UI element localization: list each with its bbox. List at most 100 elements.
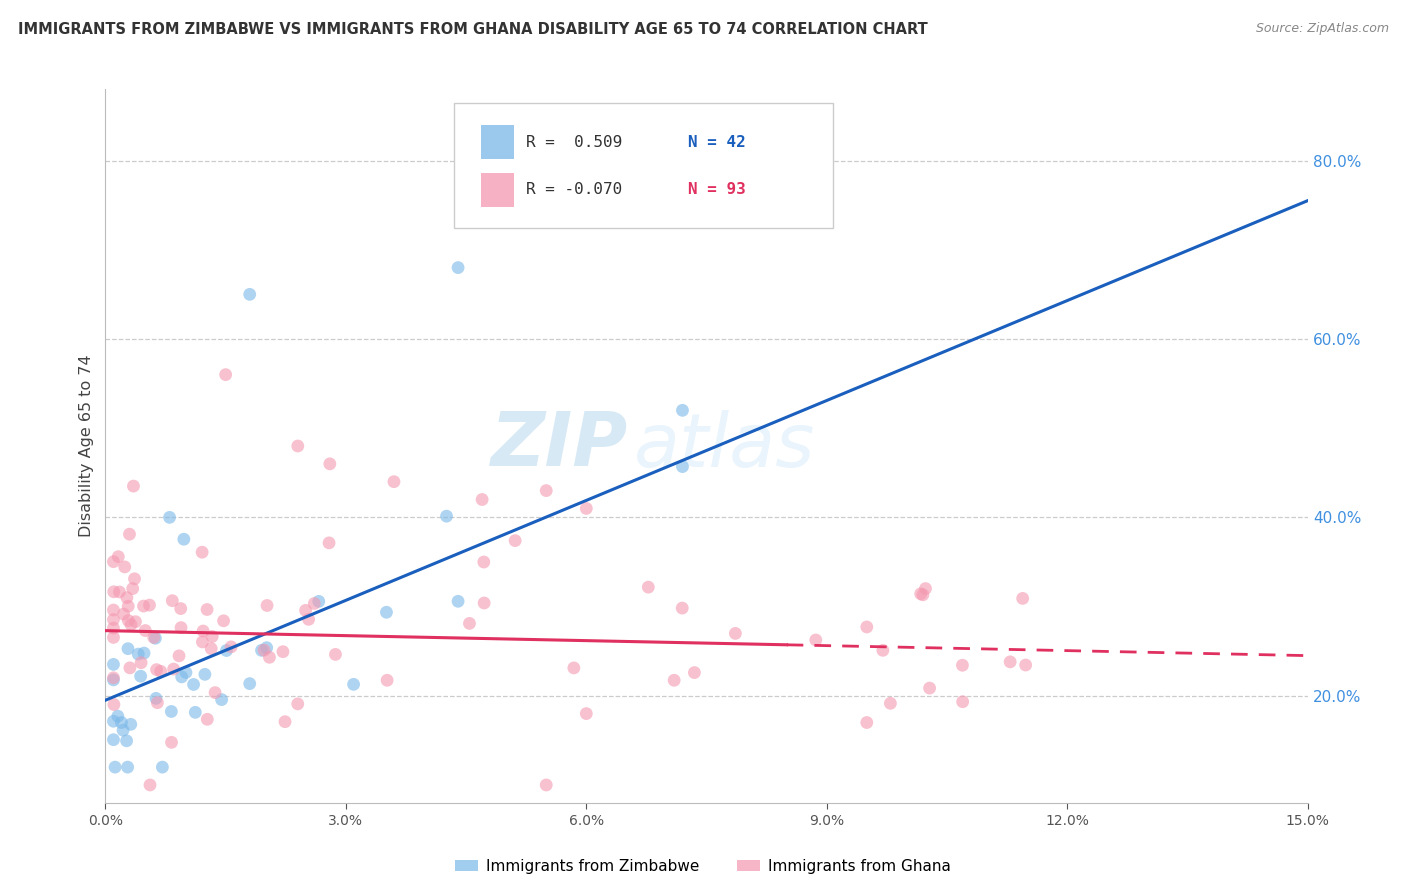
Point	[108, 585, 131, 599]
Point	[911, 588, 934, 602]
Point	[447, 594, 470, 608]
Point	[287, 439, 309, 453]
Point	[132, 599, 155, 613]
Point	[200, 641, 222, 656]
Point	[458, 616, 481, 631]
Bar	[481, 125, 515, 159]
Point	[160, 705, 183, 719]
Point	[103, 621, 125, 635]
Point	[129, 656, 152, 670]
Point	[170, 601, 193, 615]
Point	[103, 671, 125, 685]
Point	[375, 605, 398, 619]
Point	[117, 760, 139, 774]
Point	[103, 631, 125, 645]
Point	[170, 670, 193, 684]
Point	[952, 695, 974, 709]
Point	[162, 593, 184, 607]
Point	[103, 657, 125, 672]
Point	[683, 665, 706, 680]
Point	[122, 479, 145, 493]
Text: R =  0.509: R = 0.509	[526, 135, 623, 150]
Point	[914, 582, 936, 596]
Point	[103, 714, 125, 729]
Point	[319, 457, 342, 471]
Point	[436, 509, 458, 524]
Point	[114, 560, 136, 574]
Point	[318, 536, 340, 550]
Point	[215, 643, 238, 657]
Point	[110, 715, 132, 730]
Text: N = 93: N = 93	[689, 182, 747, 197]
Point	[872, 643, 894, 657]
Point	[298, 612, 321, 626]
Point	[724, 626, 747, 640]
Point	[138, 598, 160, 612]
Point	[103, 613, 125, 627]
Point	[575, 501, 598, 516]
Point	[139, 778, 162, 792]
Legend: Immigrants from Zimbabwe, Immigrants from Ghana: Immigrants from Zimbabwe, Immigrants fro…	[449, 853, 957, 880]
Point	[271, 645, 294, 659]
Bar	[481, 173, 515, 207]
Point	[145, 691, 167, 706]
Point	[149, 665, 172, 679]
Point	[637, 580, 659, 594]
Text: Source: ZipAtlas.com: Source: ZipAtlas.com	[1256, 22, 1389, 36]
Point	[562, 661, 585, 675]
Point	[107, 709, 129, 723]
Point	[167, 648, 190, 663]
Point	[115, 733, 138, 747]
Text: N = 42: N = 42	[689, 135, 747, 150]
Point	[118, 661, 141, 675]
Text: ZIP: ZIP	[491, 409, 628, 483]
Point	[274, 714, 297, 729]
Point	[671, 459, 693, 474]
Point	[124, 572, 146, 586]
Point	[382, 475, 405, 489]
Point	[879, 696, 901, 710]
Point	[204, 685, 226, 699]
Point	[211, 692, 233, 706]
Point	[910, 587, 932, 601]
Point	[115, 591, 138, 605]
Point	[342, 677, 364, 691]
Point	[117, 599, 139, 614]
Point	[804, 632, 827, 647]
Point	[127, 647, 149, 661]
Point	[120, 717, 142, 731]
Point	[294, 603, 316, 617]
Point	[103, 603, 125, 617]
Point	[239, 676, 262, 690]
Point	[145, 632, 167, 646]
Point	[201, 630, 224, 644]
Point	[191, 635, 214, 649]
Point	[253, 643, 276, 657]
Point	[129, 669, 152, 683]
Point	[159, 510, 181, 524]
Point	[112, 607, 135, 621]
Text: atlas: atlas	[634, 410, 815, 482]
Point	[219, 640, 242, 654]
Point	[575, 706, 598, 721]
Point	[308, 594, 330, 608]
Point	[191, 545, 214, 559]
Point	[304, 597, 326, 611]
Point	[142, 631, 165, 645]
Point	[103, 555, 125, 569]
Point	[120, 617, 142, 632]
Point	[503, 533, 526, 548]
Point	[534, 778, 557, 792]
Point	[146, 696, 169, 710]
Point	[195, 602, 218, 616]
Point	[472, 555, 495, 569]
Point	[194, 667, 217, 681]
Point	[952, 658, 974, 673]
Point	[121, 582, 143, 596]
Point	[191, 624, 214, 638]
Point	[472, 596, 495, 610]
Point	[662, 673, 685, 688]
Point	[107, 549, 129, 564]
Point	[163, 662, 186, 676]
FancyBboxPatch shape	[454, 103, 832, 228]
